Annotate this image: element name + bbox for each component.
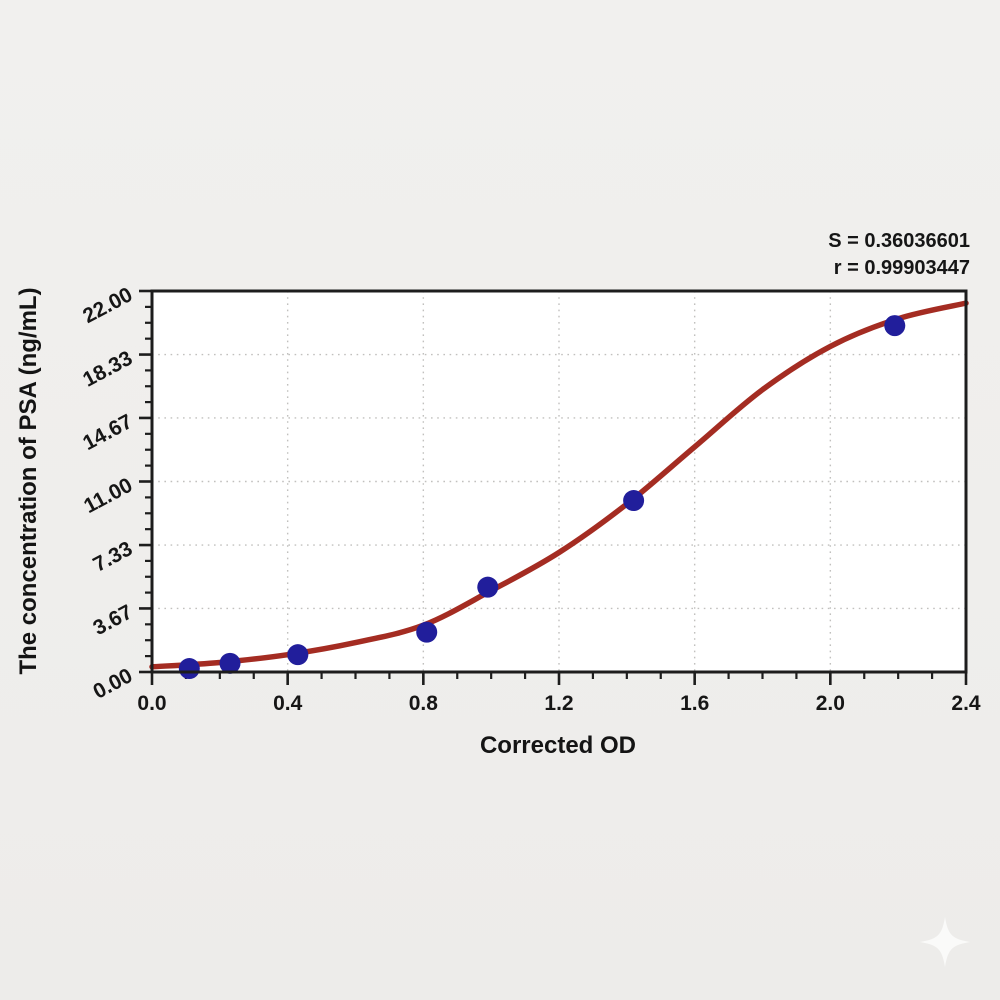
plot-layer: 0.0 0.4 0.8 1.2 1.6 2.0 2.4 0.00 3.67 7.33 11.00 14… [79,283,981,715]
data-point [623,490,645,512]
stat-s-value: S = 0.36036601 [828,230,970,252]
x-tick-label: 1.2 [544,692,573,715]
y-tick-label: 18.33 [79,347,136,392]
x-axis-label: Corrected OD [480,732,636,759]
data-point [287,644,309,666]
y-tick-label: 7.33 [89,537,136,576]
sparkle-icon [920,917,970,967]
x-tick-label: 0.4 [273,692,303,715]
data-point [416,621,438,643]
y-tick-label: 22.00 [79,283,136,328]
x-tick-label: 2.4 [951,692,981,715]
axes-frame [150,289,968,674]
x-tick-label: 0.0 [137,692,166,715]
x-tick-label: 2.0 [816,692,845,715]
stat-r-value: r = 0.99903447 [834,257,970,279]
data-point [884,315,906,337]
x-tick-label: 0.8 [409,692,439,715]
x-tick-label: 1.6 [680,692,709,715]
y-tick-label: 11.00 [80,474,136,518]
data-point [178,658,200,680]
y-axis-label: The concentration of PSA (ng/mL) [15,287,42,674]
data-point [219,652,241,674]
y-tick-label: 3.67 [89,601,136,640]
data-point [477,576,499,598]
y-tick-label: 14.67 [79,410,136,455]
y-tick-label: 0.00 [89,664,136,703]
